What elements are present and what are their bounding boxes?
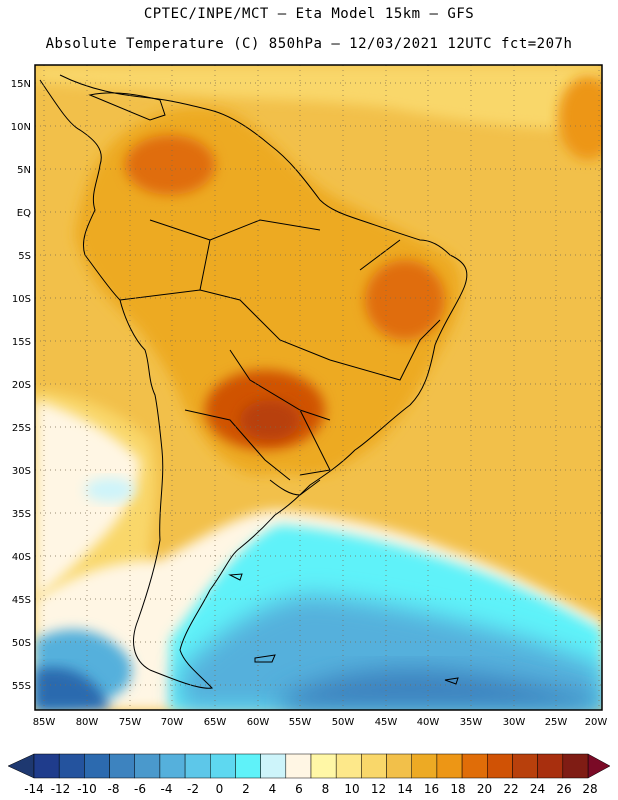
colorbar-swatch: [537, 753, 564, 779]
colorbar-boxes: [33, 753, 589, 779]
colorbar-label: 14: [397, 782, 412, 796]
colorbar-label: 2: [242, 782, 250, 796]
colorbar-label: 26: [556, 782, 571, 796]
colorbar-label: 0: [216, 782, 224, 796]
colorbar-swatch: [335, 753, 362, 779]
colorbar: -14 -12 -10 -8 -6 -4 -2 0 2 4 6 8 10 12 …: [7, 753, 611, 796]
colorbar-swatch: [411, 753, 438, 779]
lat-label: 25S: [12, 423, 31, 434]
lat-label: EQ: [17, 208, 31, 219]
lon-label: 75W: [119, 717, 142, 728]
colorbar-label: 18: [450, 782, 465, 796]
lon-label: 80W: [76, 717, 99, 728]
lon-label: 55W: [289, 717, 312, 728]
colorbar-label: -2: [187, 782, 199, 796]
lon-label: 30W: [503, 717, 526, 728]
colorbar-label: 8: [322, 782, 330, 796]
lon-label: 85W: [33, 717, 56, 728]
lat-label: 30S: [12, 466, 31, 477]
lat-label: 10S: [12, 294, 31, 305]
colorbar-label: 28: [582, 782, 597, 796]
lon-label: 40W: [417, 717, 440, 728]
lon-label: 20W: [585, 717, 608, 728]
colorbar-right-arrow: [587, 753, 611, 779]
colorbar-swatch: [210, 753, 236, 779]
colorbar-swatch: [134, 753, 161, 779]
colorbar-label: -12: [51, 782, 71, 796]
colorbar-label: 22: [503, 782, 518, 796]
lon-label: 50W: [332, 717, 355, 728]
colorbar-label: 12: [371, 782, 386, 796]
colorbar-swatch: [562, 753, 589, 779]
title-line-2: Absolute Temperature (C) 850hPa – 12/03/…: [45, 36, 573, 52]
colorbar-swatch: [285, 753, 312, 779]
colorbar-label: 10: [344, 782, 359, 796]
map-frame: [34, 64, 603, 711]
colorbar-swatch: [109, 753, 135, 779]
colorbar-label: -6: [134, 782, 146, 796]
title-line-1: CPTEC/INPE/MCT – Eta Model 15km – GFS: [143, 6, 475, 22]
longitude-labels: 85W 80W 75W 70W 65W 60W 55W 50W 45W 40W …: [33, 717, 608, 728]
colorbar-swatch: [184, 753, 211, 779]
colorbar-labels: -14 -12 -10 -8 -6 -4 -2 0 2 4 6 8 10 12 …: [24, 782, 597, 796]
lon-label: 35W: [460, 717, 483, 728]
colorbar-label: 4: [269, 782, 277, 796]
colorbar-swatch: [436, 753, 463, 779]
colorbar-label: 20: [477, 782, 492, 796]
colorbar-swatch: [84, 753, 110, 779]
colorbar-label: -14: [24, 782, 44, 796]
colorbar-swatch: [159, 753, 186, 779]
lon-label: 60W: [247, 717, 270, 728]
colorbar-label: 6: [295, 782, 303, 796]
colorbar-label: 24: [530, 782, 545, 796]
lon-label: 70W: [161, 717, 184, 728]
latitude-labels: 15N 10N 5N EQ 5S 10S 15S 20S 25S 30S 35S…: [11, 79, 31, 692]
lat-label: 5S: [18, 251, 31, 262]
colorbar-left-arrow: [7, 753, 35, 779]
colorbar-swatch: [487, 753, 513, 779]
lat-label: 35S: [12, 509, 31, 520]
lat-label: 45S: [12, 595, 31, 606]
lat-label: 15S: [12, 337, 31, 348]
temperature-field: [35, 65, 602, 710]
colorbar-label: -4: [161, 782, 173, 796]
colorbar-swatch: [33, 753, 60, 779]
colorbar-swatch: [461, 753, 488, 779]
colorbar-swatch: [310, 753, 337, 779]
lat-label: 10N: [11, 122, 31, 133]
colorbar-label: -10: [77, 782, 97, 796]
colorbar-swatch: [512, 753, 538, 779]
lat-label: 5N: [17, 165, 31, 176]
colorbar-swatch: [260, 753, 287, 779]
lat-label: 20S: [12, 380, 31, 391]
colorbar-swatch: [235, 753, 261, 779]
lat-label: 50S: [12, 638, 31, 649]
lon-label: 45W: [375, 717, 398, 728]
colorbar-swatch: [58, 753, 85, 779]
lon-label: 65W: [204, 717, 227, 728]
colorbar-label: -8: [108, 782, 120, 796]
lat-label: 15N: [11, 79, 31, 90]
colorbar-swatch: [386, 753, 412, 779]
colorbar-swatch: [361, 753, 387, 779]
lat-label: 55S: [12, 681, 31, 692]
lat-label: 40S: [12, 552, 31, 563]
colorbar-label: 16: [424, 782, 439, 796]
lon-label: 25W: [545, 717, 568, 728]
